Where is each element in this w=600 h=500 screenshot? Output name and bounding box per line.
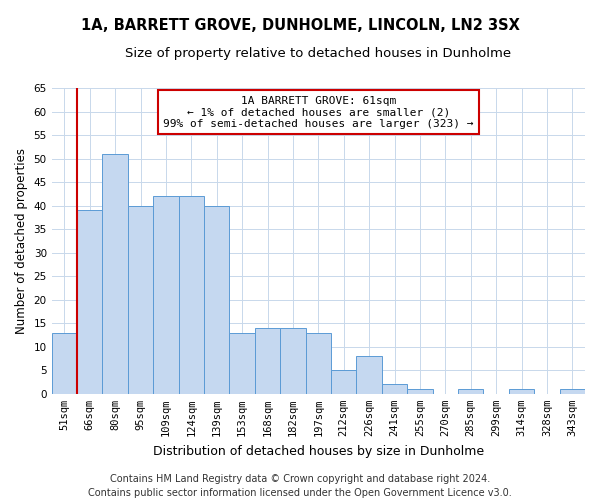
Bar xyxy=(77,210,103,394)
Bar xyxy=(331,370,356,394)
Bar xyxy=(407,389,433,394)
Bar xyxy=(305,332,331,394)
Bar xyxy=(560,389,585,394)
Text: 1A, BARRETT GROVE, DUNHOLME, LINCOLN, LN2 3SX: 1A, BARRETT GROVE, DUNHOLME, LINCOLN, LN… xyxy=(80,18,520,32)
Bar xyxy=(229,332,255,394)
Y-axis label: Number of detached properties: Number of detached properties xyxy=(15,148,28,334)
Bar xyxy=(356,356,382,394)
Bar xyxy=(509,389,534,394)
Text: 1A BARRETT GROVE: 61sqm
← 1% of detached houses are smaller (2)
99% of semi-deta: 1A BARRETT GROVE: 61sqm ← 1% of detached… xyxy=(163,96,473,129)
Bar xyxy=(52,332,77,394)
X-axis label: Distribution of detached houses by size in Dunholme: Distribution of detached houses by size … xyxy=(153,444,484,458)
Bar xyxy=(204,206,229,394)
Bar xyxy=(103,154,128,394)
Bar xyxy=(179,196,204,394)
Bar xyxy=(458,389,484,394)
Bar xyxy=(280,328,305,394)
Bar xyxy=(153,196,179,394)
Bar xyxy=(255,328,280,394)
Bar xyxy=(382,384,407,394)
Title: Size of property relative to detached houses in Dunholme: Size of property relative to detached ho… xyxy=(125,48,511,60)
Bar xyxy=(128,206,153,394)
Text: Contains HM Land Registry data © Crown copyright and database right 2024.
Contai: Contains HM Land Registry data © Crown c… xyxy=(88,474,512,498)
